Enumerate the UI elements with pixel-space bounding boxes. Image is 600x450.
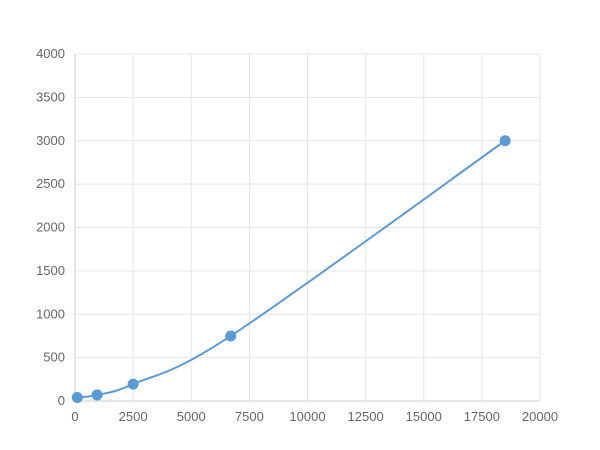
svg-text:20000: 20000 xyxy=(522,409,558,424)
svg-text:15000: 15000 xyxy=(406,409,442,424)
svg-text:3500: 3500 xyxy=(36,89,65,104)
svg-text:7500: 7500 xyxy=(235,409,264,424)
svg-text:0: 0 xyxy=(58,393,65,408)
svg-text:1000: 1000 xyxy=(36,306,65,321)
svg-text:17500: 17500 xyxy=(464,409,500,424)
svg-text:2500: 2500 xyxy=(119,409,148,424)
svg-text:2000: 2000 xyxy=(36,220,65,235)
svg-text:0: 0 xyxy=(71,409,78,424)
svg-text:5000: 5000 xyxy=(177,409,206,424)
svg-text:1500: 1500 xyxy=(36,263,65,278)
svg-text:10000: 10000 xyxy=(289,409,325,424)
svg-text:4000: 4000 xyxy=(36,46,65,61)
svg-text:2500: 2500 xyxy=(36,176,65,191)
svg-text:3000: 3000 xyxy=(36,133,65,148)
svg-text:500: 500 xyxy=(43,350,65,365)
svg-text:12500: 12500 xyxy=(348,409,384,424)
